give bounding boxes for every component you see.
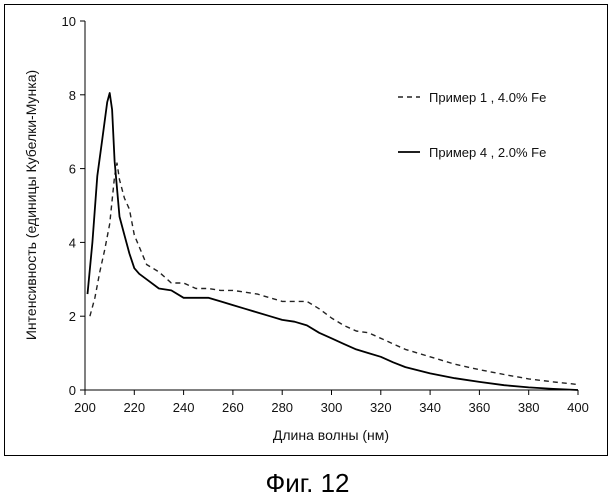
series-line-1 bbox=[89, 162, 579, 386]
y-tick-label: 2 bbox=[69, 309, 76, 324]
x-tick-label: 220 bbox=[123, 400, 145, 415]
ticks: 200 220 240 260 280 300 320 340 360 380 400 0 2 4 6 8 10 bbox=[62, 14, 589, 415]
x-tick-label: 280 bbox=[271, 400, 293, 415]
legend-label-1: Пример 1 , 4.0% Fe bbox=[429, 90, 546, 105]
series-line-2 bbox=[86, 92, 579, 391]
legend-label-2: Пример 4 , 2.0% Fe bbox=[429, 145, 546, 160]
y-tick-label: 0 bbox=[69, 383, 76, 398]
x-tick-label: 240 bbox=[173, 400, 195, 415]
figure-frame bbox=[4, 4, 608, 456]
x-tick-label: 200 bbox=[74, 400, 96, 415]
x-tick-label: 320 bbox=[370, 400, 392, 415]
x-tick-label: 340 bbox=[419, 400, 441, 415]
y-tick-label: 10 bbox=[62, 14, 76, 29]
y-tick-label: 4 bbox=[69, 235, 76, 250]
y-tick-label: 8 bbox=[69, 88, 76, 103]
x-tick-label: 300 bbox=[321, 400, 343, 415]
x-tick-label: 380 bbox=[518, 400, 540, 415]
chart: 200 220 240 260 280 300 320 340 360 380 400 0 2 4 6 8 10… bbox=[23, 14, 589, 443]
y-tick-label: 6 bbox=[69, 162, 76, 177]
y-axis-label: Интенсивность (единицы Кубелки-Мунка) bbox=[23, 70, 39, 340]
legend: Пример 1 , 4.0% Fe Пример 4 , 2.0% Fe bbox=[398, 90, 546, 160]
x-tick-label: 360 bbox=[469, 400, 491, 415]
series bbox=[86, 92, 579, 391]
x-tick-label: 260 bbox=[222, 400, 244, 415]
x-axis-label: Длина волны (нм) bbox=[273, 427, 389, 443]
figure-caption: Фиг. 12 bbox=[265, 468, 350, 498]
x-tick-label: 400 bbox=[567, 400, 589, 415]
axes bbox=[84, 21, 578, 391]
